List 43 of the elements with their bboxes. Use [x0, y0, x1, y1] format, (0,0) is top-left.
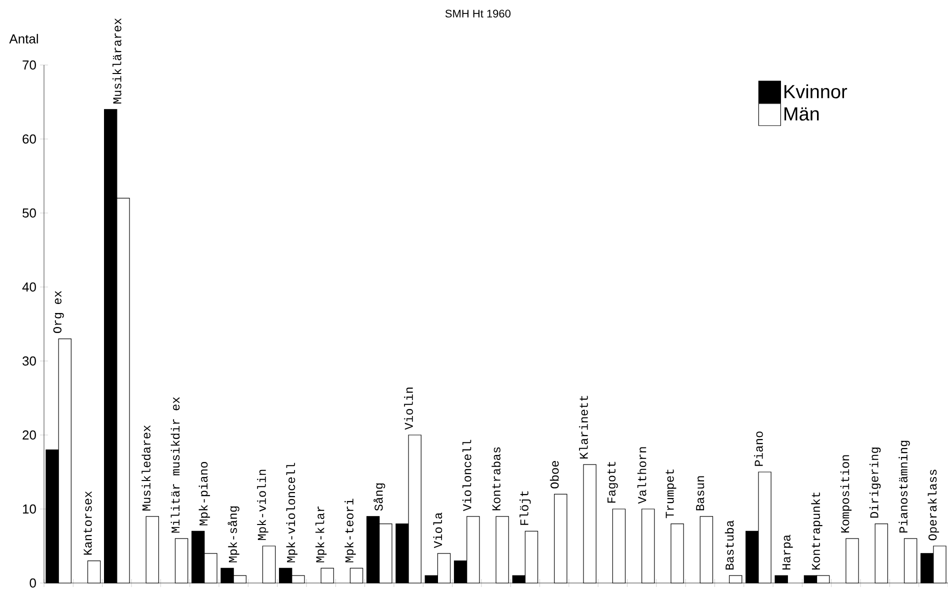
y-tick-label: 60: [22, 134, 36, 144]
legend-label: Kvinnor: [784, 84, 848, 98]
x-tick-label: Bastuba: [724, 520, 734, 570]
x-tick-label: Piano: [754, 432, 763, 466]
y-tick-label: 0: [30, 578, 36, 588]
x-tick-label: Flöjt: [520, 491, 531, 525]
x-tick-label: Musikledarex: [142, 425, 150, 510]
x-tick-label: Mpk-teori: [344, 498, 356, 562]
x-tick-label: Basun: [696, 476, 704, 510]
x-tick-label: Harpa: [782, 534, 793, 570]
x-tick-label: Violin: [404, 388, 413, 430]
x-tick-label: Mpk-klar: [315, 506, 327, 562]
x-tick-label: Viola: [433, 512, 442, 548]
y-tick-label: 10: [23, 504, 36, 514]
chart-title: SMH Ht 1960: [445, 10, 510, 18]
x-tick-label: Operaklass: [928, 470, 940, 540]
x-tick-label: Org ex: [53, 290, 64, 334]
x-tick-label: Kontrapunkt: [811, 492, 822, 570]
x-tick-label: Mpk-sång: [228, 506, 240, 562]
x-tick-label: Sång: [374, 483, 386, 511]
x-tick-label: Kantorsex: [84, 491, 92, 555]
y-axis-title: Antal: [9, 34, 38, 44]
x-tick-label: Mpk-piano: [198, 462, 210, 526]
y-tick-label: 40: [22, 282, 36, 292]
x-tick-label: Musiklärarex: [112, 18, 122, 104]
y-tick-label: 20: [22, 430, 36, 440]
x-tick-label: Valthorn: [637, 447, 646, 504]
x-tick-label: Mpk-violin: [257, 470, 268, 540]
y-tick-label: 70: [22, 60, 36, 70]
x-tick-label: Mpk-violoncell: [286, 462, 298, 562]
legend-label: Män: [784, 107, 819, 121]
y-tick-label: 50: [22, 208, 36, 218]
x-tick-label: Pianostämning: [898, 440, 910, 532]
x-tick-label: Fagott: [607, 462, 618, 503]
x-tick-label: Dirigering: [870, 448, 881, 518]
x-tick-label: Trumpet: [666, 469, 676, 518]
x-tick-label: Violoncell: [462, 440, 472, 512]
x-tick-label: Komposition: [840, 455, 852, 532]
x-tick-label: Kontrabas: [492, 447, 500, 510]
x-tick-label: Klarinett: [579, 396, 588, 458]
x-tick-label: Militär musikdir ex: [170, 397, 180, 533]
x-tick-label: Oboe: [550, 460, 559, 488]
y-tick-label: 30: [22, 356, 36, 366]
